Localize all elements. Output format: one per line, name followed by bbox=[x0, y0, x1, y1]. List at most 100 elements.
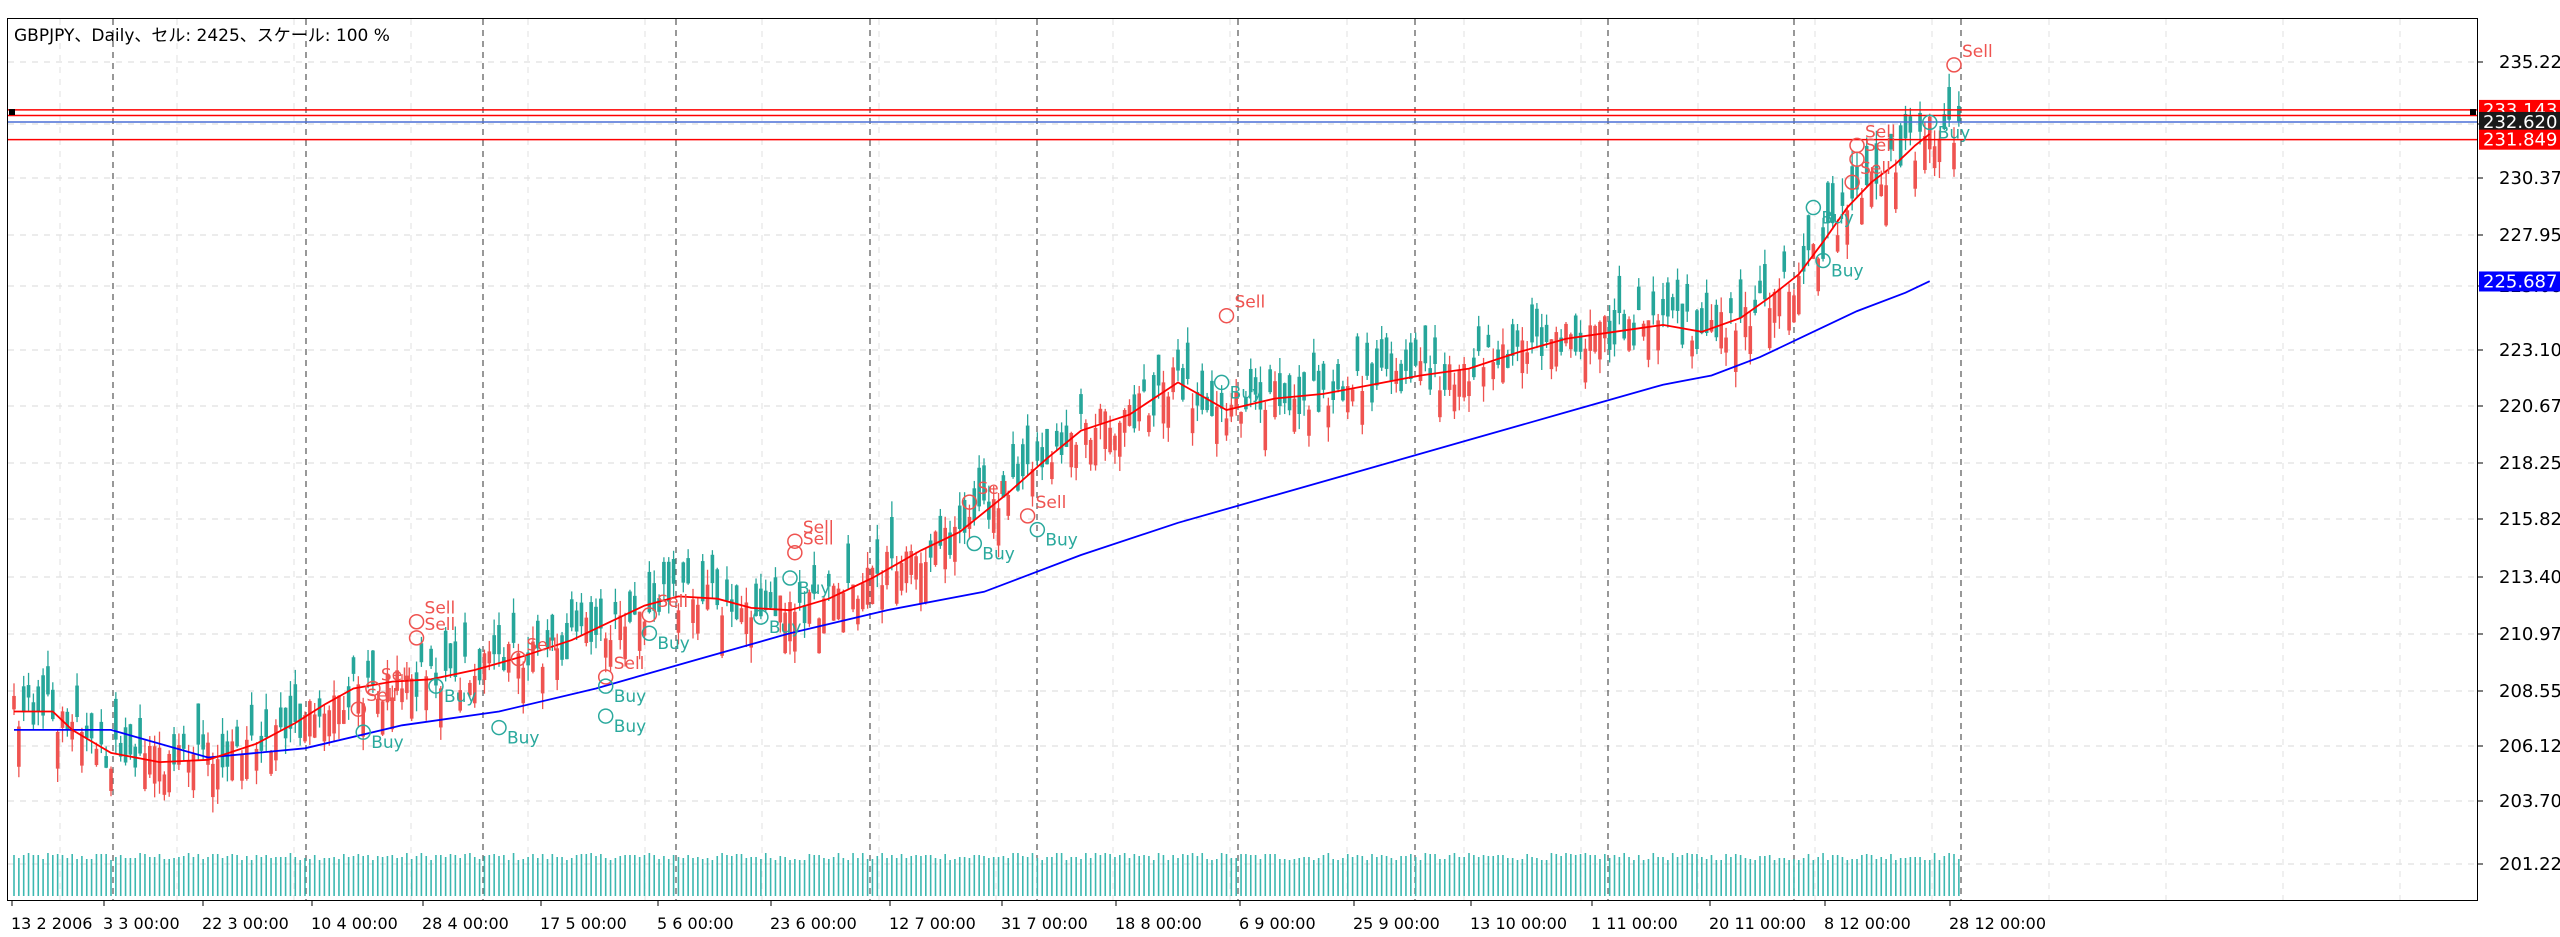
candle-body[interactable] bbox=[1636, 286, 1641, 311]
candles[interactable] bbox=[12, 73, 1961, 813]
candle-body[interactable] bbox=[380, 701, 385, 735]
candle-body[interactable] bbox=[264, 709, 268, 738]
candle-body[interactable] bbox=[1312, 352, 1316, 381]
candle-body[interactable] bbox=[497, 625, 501, 655]
candle-body[interactable] bbox=[1350, 389, 1355, 402]
candle-body[interactable] bbox=[836, 588, 841, 620]
candle-body[interactable] bbox=[1457, 369, 1462, 397]
candle-body[interactable] bbox=[303, 715, 307, 742]
candle-body[interactable] bbox=[1248, 368, 1253, 393]
candle-body[interactable] bbox=[429, 648, 433, 667]
candle-body[interactable] bbox=[1486, 334, 1491, 348]
candle-body[interactable] bbox=[1898, 125, 1903, 166]
candle-body[interactable] bbox=[1520, 340, 1525, 374]
candle-body[interactable] bbox=[812, 565, 817, 594]
candle-body[interactable] bbox=[1200, 370, 1205, 410]
candle-body[interactable] bbox=[1370, 363, 1374, 403]
candle-body[interactable] bbox=[1122, 409, 1127, 433]
candle-body[interactable] bbox=[526, 652, 530, 666]
candle-body[interactable] bbox=[700, 561, 705, 602]
candle-body[interactable] bbox=[797, 582, 802, 603]
candle-body[interactable] bbox=[1501, 344, 1505, 383]
candle-body[interactable] bbox=[17, 726, 21, 767]
candle-body[interactable] bbox=[327, 710, 332, 737]
time-axis[interactable]: 13 2 2006 3 3 00:00 22 3 00:00 10 4 00:00 28… bbox=[11, 900, 2046, 933]
candle-body[interactable] bbox=[1704, 292, 1709, 333]
candle-body[interactable] bbox=[41, 675, 45, 716]
candle-body[interactable] bbox=[982, 465, 986, 501]
price-badge[interactable] bbox=[2479, 111, 2560, 132]
candle-body[interactable] bbox=[1215, 406, 1219, 444]
candle-body[interactable] bbox=[1792, 295, 1796, 323]
candle-body[interactable] bbox=[1869, 171, 1874, 207]
candle-body[interactable] bbox=[1612, 310, 1617, 345]
candle-body[interactable] bbox=[1573, 315, 1578, 352]
candle-body[interactable] bbox=[26, 685, 31, 698]
candle-body[interactable] bbox=[1224, 418, 1229, 436]
candle-body[interactable] bbox=[172, 734, 176, 765]
candle-body[interactable] bbox=[12, 695, 16, 710]
candle-body[interactable] bbox=[1404, 349, 1408, 371]
candle-body[interactable] bbox=[1700, 308, 1704, 334]
candle-body[interactable] bbox=[1151, 375, 1156, 416]
candle-body[interactable] bbox=[899, 562, 904, 591]
candle-body[interactable] bbox=[1331, 381, 1335, 400]
candle-body[interactable] bbox=[977, 467, 981, 507]
candle-body[interactable] bbox=[1001, 475, 1006, 498]
candle-body[interactable] bbox=[1777, 288, 1782, 317]
candle-body[interactable] bbox=[1389, 353, 1394, 381]
candle-body[interactable] bbox=[589, 602, 593, 642]
candle-body[interactable] bbox=[1481, 367, 1486, 387]
candle-body[interactable] bbox=[967, 516, 972, 529]
candle-body[interactable] bbox=[1345, 386, 1350, 413]
candle-body[interactable] bbox=[608, 640, 613, 667]
candle-body[interactable] bbox=[1947, 87, 1951, 120]
candle-body[interactable] bbox=[1428, 368, 1432, 390]
candle-body[interactable] bbox=[80, 731, 84, 766]
candle-body[interactable] bbox=[1195, 392, 1200, 406]
candle-body[interactable] bbox=[536, 620, 540, 649]
candle-body[interactable] bbox=[662, 561, 666, 585]
candle-body[interactable] bbox=[1651, 291, 1656, 316]
candle-body[interactable] bbox=[652, 583, 656, 611]
candle-body[interactable] bbox=[1176, 349, 1180, 371]
candle-body[interactable] bbox=[1733, 330, 1738, 372]
candle-body[interactable] bbox=[531, 641, 535, 672]
candle-body[interactable] bbox=[1006, 494, 1011, 516]
candle-body[interactable] bbox=[375, 698, 380, 714]
candle-body[interactable] bbox=[400, 688, 404, 703]
candle-body[interactable] bbox=[1156, 354, 1161, 386]
candle-body[interactable] bbox=[371, 650, 375, 685]
candle-body[interactable] bbox=[1040, 447, 1044, 468]
candle-body[interactable] bbox=[1321, 363, 1326, 390]
candle-body[interactable] bbox=[1685, 283, 1690, 312]
candle-body[interactable] bbox=[919, 563, 923, 604]
candle-body[interactable] bbox=[1025, 425, 1030, 465]
candle-body[interactable] bbox=[114, 698, 118, 740]
candle-body[interactable] bbox=[666, 561, 671, 602]
candle-body[interactable] bbox=[1282, 383, 1287, 404]
candle-body[interactable] bbox=[220, 733, 225, 768]
candle-body[interactable] bbox=[506, 644, 511, 673]
candle-body[interactable] bbox=[759, 588, 763, 617]
price-lines[interactable] bbox=[8, 109, 2477, 141]
candle-body[interactable] bbox=[1360, 391, 1365, 425]
candle-body[interactable] bbox=[1641, 323, 1646, 337]
candle-body[interactable] bbox=[904, 551, 909, 584]
candle-body[interactable] bbox=[215, 759, 220, 790]
line-handle-left[interactable] bbox=[9, 109, 15, 116]
candle-body[interactable] bbox=[521, 667, 526, 704]
candle-body[interactable] bbox=[181, 733, 186, 749]
candle-body[interactable] bbox=[1932, 146, 1937, 169]
candle-body[interactable] bbox=[269, 751, 273, 774]
candle-body[interactable] bbox=[691, 599, 695, 623]
candle-body[interactable] bbox=[1797, 275, 1801, 315]
candle-body[interactable] bbox=[972, 488, 977, 521]
candle-body[interactable] bbox=[550, 614, 555, 641]
candle-body[interactable] bbox=[1753, 299, 1757, 313]
candle-body[interactable] bbox=[1927, 116, 1932, 150]
candle-body[interactable] bbox=[259, 735, 264, 751]
candle-body[interactable] bbox=[405, 675, 409, 694]
candle-body[interactable] bbox=[312, 714, 317, 738]
